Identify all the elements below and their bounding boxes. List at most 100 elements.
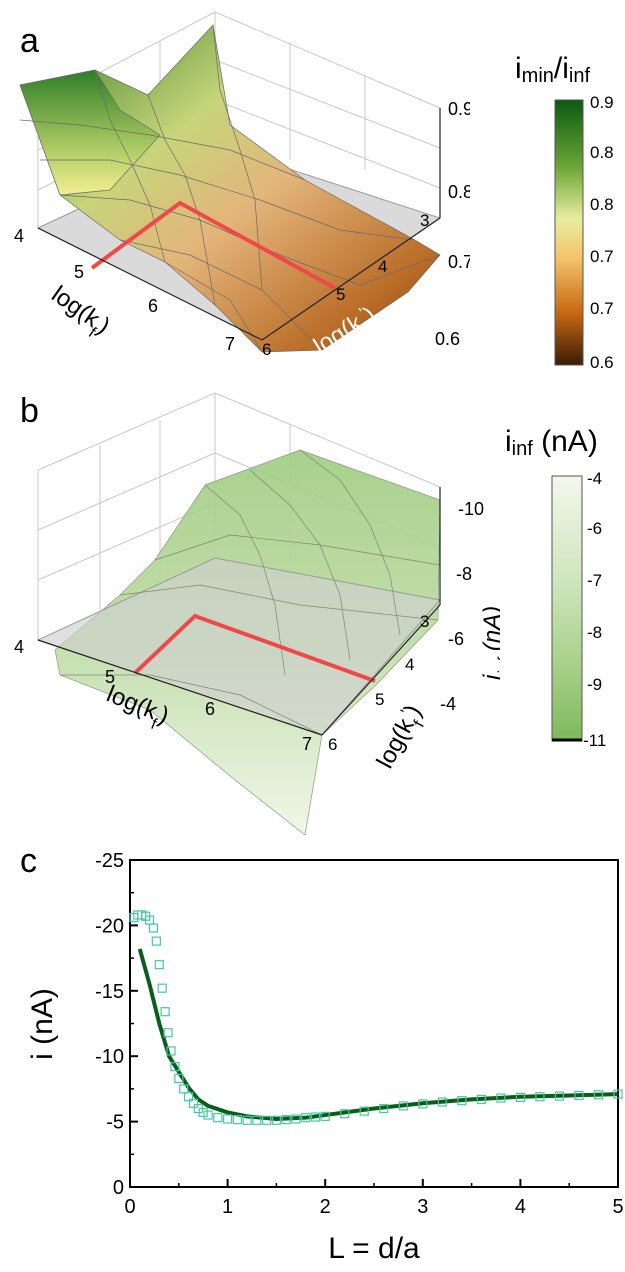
y-tick-a-2: 5	[336, 285, 345, 304]
series-marker-c	[183, 1092, 194, 1102]
x-tick-label-c: 2	[320, 1196, 331, 1218]
series-marker-c	[398, 1101, 408, 1111]
y-tick-b-1: 4	[405, 655, 414, 674]
y-tick-label-c: -10	[95, 1046, 124, 1068]
surface-plot-a: 4 5 6 7 log(kf) 3 4 5 6 log(kf') 0.9 0.8…	[14, 11, 470, 360]
colorbar-b: -4 -6 -7 -8 -9 -11	[551, 469, 606, 750]
x-tick-label-c: 3	[417, 1196, 428, 1218]
y-axis-label-b: log(kf')	[371, 700, 433, 776]
y-tick-a-0: 3	[420, 211, 429, 230]
line-chart-c: 0 1 2 3 4 5 0 -5 -10 -15 -20 -25 L = d/a i (nA)	[26, 852, 624, 1265]
series-marker-c	[301, 1113, 311, 1123]
series-marker-c	[198, 1107, 208, 1118]
surface-plot-b: 4 5 6 7 log(kf) 3 4 5 6 log(kf') -10 -8 …	[14, 392, 500, 835]
panel-letter-b: b	[20, 392, 39, 430]
x-tick-a-2: 6	[148, 296, 158, 316]
series-marker-c	[163, 1028, 173, 1038]
cb-b-tick-3: -8	[587, 623, 602, 642]
series-marker-c	[418, 1099, 428, 1109]
series-marker-c	[154, 960, 164, 970]
z-tick-a-2: 0.7	[448, 252, 470, 272]
z-tick-b-2: -6	[448, 629, 464, 649]
series-marker-c	[203, 1110, 213, 1120]
colorbar-title-b: iinf (nA)	[505, 425, 598, 460]
series-marker-c	[281, 1115, 291, 1125]
y-tick-b-2: 5	[375, 690, 384, 709]
z-tick-a-1: 0.8	[448, 182, 470, 202]
x-tick-label-c: 5	[612, 1196, 623, 1218]
series-marker-c	[310, 1112, 321, 1122]
series-marker-c	[496, 1093, 506, 1103]
highlight-line-b	[133, 613, 376, 683]
series-marker-c	[476, 1094, 486, 1104]
cb-a-tick-4: 0.7	[590, 299, 614, 318]
cb-b-tick-0: -4	[587, 469, 602, 488]
y-tick-b-0: 3	[420, 612, 429, 631]
series-marker-c	[188, 1098, 199, 1108]
y-tick-label-c: -25	[95, 852, 124, 872]
z-tick-b-0: -10	[458, 499, 484, 519]
series-line-c	[137, 948, 619, 1121]
y-tick-a-1: 4	[378, 257, 387, 276]
z-tick-b-1: -8	[456, 564, 472, 584]
x-tick-b-2: 6	[205, 699, 215, 719]
series-marker-c	[613, 1089, 623, 1099]
series-marker-c	[232, 1115, 242, 1125]
series-marker-c	[262, 1115, 272, 1125]
colorbar-title-a: imin/iinf	[515, 52, 591, 87]
y-tick-label-c: -15	[95, 981, 124, 1003]
cb-b-tick-1: -6	[587, 519, 602, 538]
cb-b-tick-2: -7	[587, 571, 602, 590]
z-tick-b-3: -4	[440, 694, 456, 714]
series-marker-c	[151, 936, 161, 946]
series-marker-c	[242, 1115, 252, 1125]
x-axis-label-c: L = d/a	[328, 1232, 420, 1265]
surface-mesh-a	[19, 24, 441, 353]
series-marker-c	[166, 1046, 176, 1056]
z-tick-a-0: 0.9	[448, 99, 470, 119]
y-tick-label-c: -20	[95, 915, 124, 937]
series-marker-c	[179, 1084, 189, 1094]
x-tick-a-1: 5	[74, 262, 84, 282]
series-marker-c	[574, 1090, 584, 1101]
cb-b-tick-4: -9	[587, 675, 602, 694]
plot-frame-c	[129, 859, 619, 1188]
series-marker-c	[457, 1096, 467, 1106]
cb-a-tick-0: 0.9	[590, 93, 614, 112]
x-tick-b-3: 7	[302, 734, 312, 754]
series-marker-c	[174, 1073, 184, 1084]
panel-letter-a: a	[20, 22, 39, 60]
cb-a-tick-1: 0.8	[590, 143, 614, 162]
series-marker-c	[535, 1092, 545, 1102]
series-marker-c	[554, 1091, 565, 1101]
cb-a-tick-2: 0.8	[590, 195, 614, 214]
series-marker-c	[170, 1062, 180, 1072]
cb-b-tick-5: -11	[583, 731, 606, 750]
panel-letter-c: c	[20, 842, 37, 880]
series-marker-c	[379, 1103, 389, 1114]
series-marker-c	[593, 1090, 604, 1100]
series-marker-c	[213, 1113, 223, 1123]
series-marker-c	[271, 1115, 281, 1125]
x-tick-a-3: 7	[225, 334, 235, 354]
series-marker-c	[515, 1092, 526, 1103]
y-tick-a-3: 6	[262, 340, 271, 359]
x-axis-label-a: log(kf)	[43, 281, 115, 345]
x-tick-label-c: 4	[515, 1196, 526, 1218]
series-marker-c	[160, 1007, 170, 1017]
z-axis-label-b: iinf (nA)	[479, 606, 500, 680]
series-marker-c	[291, 1114, 301, 1124]
x-tick-label-c: 0	[124, 1196, 135, 1218]
series-marker-c	[148, 923, 159, 933]
x-tick-a-0: 4	[14, 226, 24, 246]
y-axis-label-c: i (nA)	[26, 988, 59, 1060]
highlight-line-a	[90, 200, 336, 290]
series-marker-c	[340, 1109, 350, 1119]
cb-a-tick-5: 0.6	[590, 353, 614, 372]
cb-a-tick-3: 0.7	[590, 247, 614, 266]
y-tick-label-c: 0	[113, 1177, 124, 1199]
x-tick-b-1: 5	[105, 667, 115, 687]
series-marker-c	[437, 1097, 447, 1107]
series-marker-c	[320, 1111, 330, 1121]
series-marker-c	[252, 1115, 262, 1125]
